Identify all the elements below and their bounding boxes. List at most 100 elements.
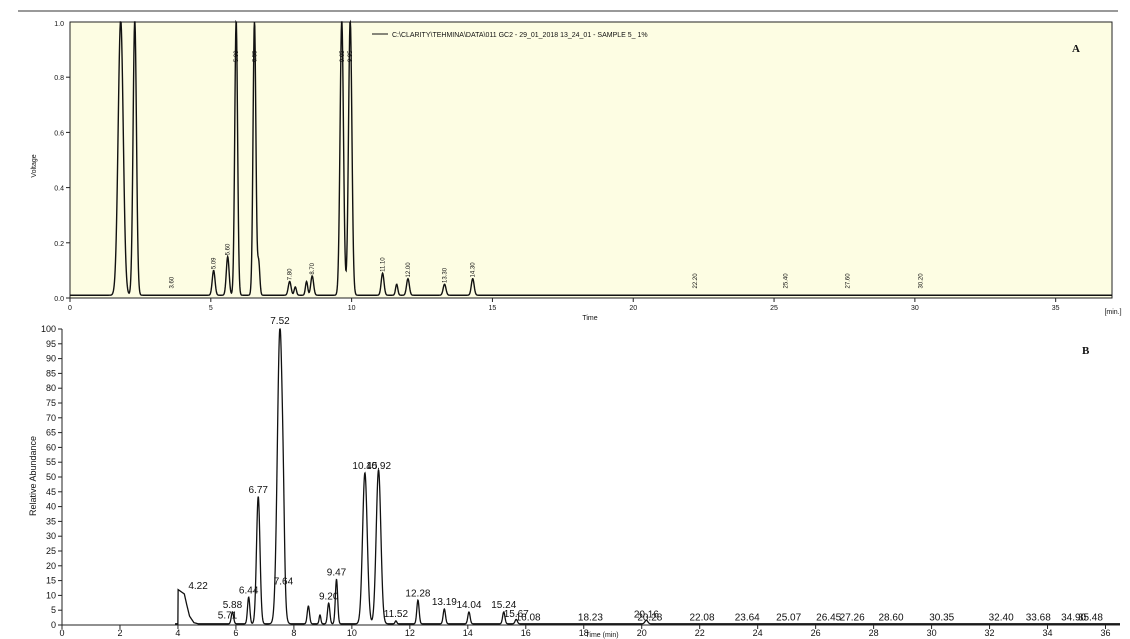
- panel-a-y-tick-label: 0.2: [54, 241, 64, 248]
- panel-b-peak-label: 12.28: [405, 588, 430, 599]
- panel-b-x-tick-label: 16: [521, 628, 531, 638]
- panel-b-peak-label: 13.19: [432, 597, 457, 608]
- panel-b-peak-label: 16.08: [516, 613, 541, 624]
- panel-b-x-tick-label: 36: [1100, 628, 1110, 638]
- panel-b-y-tick-label: 85: [46, 368, 56, 378]
- panel-b-y-tick-label: 30: [46, 531, 56, 541]
- panel-b-trace-line: [175, 328, 1120, 625]
- panel-a-peak-label: 5.09: [212, 257, 218, 269]
- panel-b-y-tick-label: 50: [46, 472, 56, 482]
- panel-b-peak-labels: 4.22 5.715.88 6.44 6.77 7.52 7.64 9.20 9.47 10.4…: [188, 316, 1103, 624]
- panel-a-legend-text: C:\CLARITY\TEHMINA\DATA\011 GC2 - 29_01_…: [392, 32, 648, 39]
- panel-b-x-tick-label: 28: [869, 628, 879, 638]
- panel-b-x-tick-label: 34: [1043, 628, 1053, 638]
- panel-a-peak-label: 25.40: [783, 273, 789, 289]
- panel-a-x-tick-label: 10: [348, 305, 356, 312]
- panel-b-y-tick-label: 35: [46, 516, 56, 526]
- panel-b-peak-label: 15.24: [491, 600, 516, 611]
- panel-b-y-tick-label: 40: [46, 502, 56, 512]
- panel-b-y-tick-label: 100: [41, 324, 56, 334]
- panel-b-peak-label: 20.28: [637, 613, 662, 624]
- panel-b-peak-label: 26.45: [816, 613, 841, 624]
- panel-a-letter: A: [1072, 43, 1080, 55]
- panel-b-x-tick-label: 2: [117, 628, 122, 638]
- panel-b-peak-label: 32.40: [989, 613, 1014, 624]
- panel-b-y-tick-label: 70: [46, 413, 56, 423]
- panel-a-trace-line: [70, 19, 1112, 296]
- panel-b-peak-label: 5.88: [223, 600, 243, 611]
- panel-b-peak-label: 10.92: [366, 461, 391, 472]
- panel-b-peak-label: 20.16: [634, 610, 659, 621]
- panel-b-peak-label: 6.44: [239, 585, 259, 596]
- panel-b-y-tick-label: 90: [46, 354, 56, 364]
- panel-a-peak-label: 12.00: [406, 262, 412, 278]
- panel-b-x-tick-label: 30: [927, 628, 937, 638]
- panel-a-peak-label: 8.70: [310, 262, 316, 274]
- panel-b-x-tick-label: 18: [579, 628, 589, 638]
- panel-b-y-tick-label: 15: [46, 576, 56, 586]
- panel-a-peak-label: 30.20: [918, 273, 924, 289]
- panel-a-x-tick-label: 5: [209, 305, 213, 312]
- panel-b-x-tick-label: 24: [753, 628, 763, 638]
- panel-b-x-tick-label: 14: [463, 628, 473, 638]
- panel-b-peak-label: 34.90: [1061, 613, 1086, 624]
- panel-a-frame: [69, 21, 1113, 299]
- panel-b-y-tick-label: 45: [46, 487, 56, 497]
- panel-a-x-tick-label: 15: [489, 305, 497, 312]
- panel-b-x-tick-label: 10: [347, 628, 357, 638]
- panel-a-peak-label: 14.30: [471, 262, 477, 278]
- panel-b-x-tick-label: 4: [175, 628, 180, 638]
- panel-b-peak-label: 9.47: [327, 568, 347, 579]
- panel-b-axes: 0510152025303540455055606570758085909510…: [41, 324, 1120, 638]
- panel-b-peak-label: 33.68: [1026, 613, 1051, 624]
- panel-b-peak-label: 23.64: [735, 613, 760, 624]
- panel-a-peak-label: 13.30: [443, 267, 449, 283]
- panel-b-peak-label: 6.77: [249, 485, 269, 496]
- panel-b-peak-label: 28.60: [878, 613, 903, 624]
- panel-a-y-tick-label: 0.6: [54, 130, 64, 137]
- panel-a-bg: [70, 22, 1112, 298]
- panel-a-peak-label: 22.20: [693, 273, 699, 289]
- panel-b-y-tick-label: 0: [51, 620, 56, 630]
- panel-a-peak-label: 27.60: [845, 273, 851, 289]
- panel-b-x-tick-label: 8: [291, 628, 296, 638]
- panel-b-y-tick-label: 10: [46, 590, 56, 600]
- panel-b-x-tick-label: 32: [985, 628, 995, 638]
- panel-b-peak-label: 22.08: [690, 613, 715, 624]
- panel-b-peak-label: 15.67: [504, 609, 529, 620]
- panel-a-y-tick-label: 0.4: [54, 186, 64, 193]
- panel-b-y-tick-label: 60: [46, 442, 56, 452]
- panel-a-x-tick-label: 35: [1052, 305, 1060, 312]
- panel-a-x-tick-label: 20: [629, 305, 637, 312]
- panel-a-y-tick-label: 0.8: [54, 75, 64, 82]
- panel-a-ylabel: Voltage: [31, 154, 38, 177]
- panel-b-y-tick-label: 80: [46, 383, 56, 393]
- panel-b-peak-label: 7.52: [270, 316, 290, 327]
- panel-b-y-tick-label: 75: [46, 398, 56, 408]
- panel-b-y-tick-label: 20: [46, 561, 56, 571]
- panel-b-peak-label: 9.20: [319, 591, 339, 602]
- panel-b-y-tick-label: 5: [51, 605, 56, 615]
- panel-a-peak-label: 3.60: [169, 276, 175, 288]
- panel-b-peak-label: 30.35: [929, 613, 954, 624]
- panel-a-peak-label: 5.60: [226, 243, 232, 255]
- panel-a-y-top-tick-label: 1.0: [54, 21, 64, 28]
- panel-b-xlabel: Time (min): [585, 632, 618, 639]
- panel-a: 0 5 10 15 20 25 30 35 0.0 0.2 0.4 0.6 0.8 1.0 3.60 5.0…: [31, 19, 1122, 322]
- panel-a-xlabel: Time: [582, 315, 597, 322]
- panel-a-peak-label: 11.10: [381, 257, 387, 272]
- panel-b-y-tick-label: 25: [46, 546, 56, 556]
- panel-a-peak-label: 9.95: [348, 50, 354, 62]
- panel-b-x-tick-label: 20: [637, 628, 647, 638]
- panel-a-peak-label: 6.55: [252, 50, 258, 62]
- panel-b-x-tick-label: 6: [233, 628, 238, 638]
- panel-b-y-tick-label: 65: [46, 428, 56, 438]
- panel-b-peak-label: 10.45: [352, 461, 377, 472]
- panel-b-x-tick-label: 26: [811, 628, 821, 638]
- panel-b-peak-label: 7.64: [274, 577, 294, 588]
- panel-b-ylabel: Relative Abundance: [28, 436, 38, 516]
- panel-a-peak-labels: 3.60 5.09 5.60 5.90 6.55 7.80 8.70 9.65 9.95 11.1…: [169, 50, 924, 289]
- panel-a-trace: [70, 19, 1112, 296]
- panel-b-peak-label: 5.71: [218, 611, 238, 622]
- panel-b-peak-label: 11.52: [384, 609, 409, 620]
